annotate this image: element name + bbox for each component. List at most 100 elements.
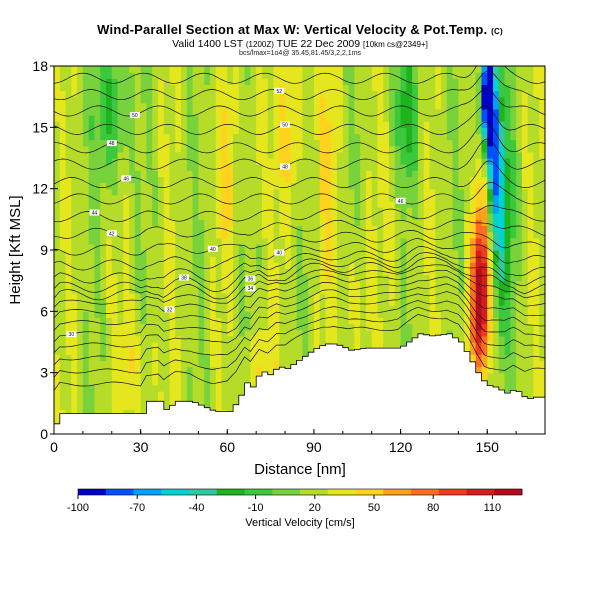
velocity-cell: [446, 225, 454, 233]
velocity-cell: [204, 397, 211, 404]
velocity-cell: [54, 403, 61, 411]
velocity-cell: [475, 213, 483, 220]
velocity-cell: [325, 90, 332, 98]
velocity-cell: [527, 360, 535, 368]
velocity-cell: [123, 127, 130, 135]
velocity-cell: [389, 78, 396, 85]
velocity-cell: [169, 213, 176, 220]
velocity-cell: [267, 139, 275, 147]
velocity-cell: [238, 84, 246, 92]
velocity-cell: [348, 194, 355, 202]
velocity-cell: [146, 194, 153, 202]
velocity-cell: [65, 280, 72, 288]
velocity-cell: [452, 274, 459, 282]
velocity-cell: [371, 72, 379, 79]
velocity-cell: [441, 323, 448, 331]
velocity-cell: [342, 176, 350, 184]
velocity-cell: [146, 243, 153, 251]
velocity-cell: [157, 274, 165, 282]
velocity-cell: [417, 96, 425, 104]
velocity-cell: [152, 219, 159, 227]
velocity-cell: [377, 121, 384, 128]
velocity-cell: [452, 127, 459, 135]
velocity-cell: [215, 256, 223, 263]
velocity-cell: [464, 225, 471, 233]
velocity-cell: [498, 384, 506, 392]
velocity-cell: [221, 366, 228, 374]
velocity-cell: [181, 96, 188, 104]
velocity-cell: [71, 127, 78, 135]
velocity-cell: [487, 108, 494, 116]
velocity-cell: [464, 256, 471, 263]
velocity-cell: [163, 329, 171, 337]
velocity-cell: [458, 323, 465, 331]
velocity-cell: [77, 299, 84, 306]
velocity-cell: [134, 286, 142, 294]
velocity-cell: [389, 115, 396, 122]
velocity-cell: [192, 323, 200, 331]
velocity-cell: [146, 292, 153, 300]
velocity-cell: [423, 237, 431, 245]
velocity-cell: [423, 145, 431, 153]
velocity-cell: [175, 188, 182, 196]
velocity-cell: [319, 250, 327, 257]
velocity-cell: [169, 329, 176, 337]
velocity-cell: [337, 176, 344, 184]
velocity-cell: [123, 268, 130, 276]
velocity-cell: [377, 151, 384, 159]
velocity-cell: [111, 329, 119, 337]
velocity-cell: [105, 243, 113, 251]
velocity-cell: [302, 207, 309, 214]
velocity-cell: [244, 133, 251, 141]
velocity-cell: [498, 102, 506, 110]
velocity-cell: [221, 115, 228, 122]
velocity-cell: [233, 170, 240, 177]
velocity-cell: [163, 292, 171, 300]
velocity-cell: [256, 225, 263, 233]
velocity-cell: [233, 262, 240, 269]
velocity-cell: [233, 133, 240, 141]
velocity-cell: [412, 170, 419, 177]
velocity-cell: [215, 286, 223, 294]
velocity-cell: [377, 292, 384, 300]
velocity-cell: [510, 164, 517, 171]
velocity-cell: [481, 194, 488, 202]
velocity-cell: [487, 317, 494, 325]
velocity-cell: [296, 133, 303, 141]
velocity-cell: [319, 243, 327, 251]
velocity-cell: [204, 280, 211, 288]
velocity-cell: [209, 213, 217, 220]
velocity-cell: [371, 188, 379, 196]
velocity-cell: [429, 219, 436, 227]
velocity-cell: [261, 268, 269, 276]
velocity-cell: [134, 262, 142, 269]
velocity-cell: [82, 378, 90, 386]
velocity-cell: [331, 133, 338, 141]
velocity-cell: [504, 378, 511, 386]
velocity-cell: [458, 286, 465, 294]
velocity-cell: [82, 115, 90, 122]
velocity-cell: [105, 372, 113, 380]
velocity-cell: [204, 145, 211, 153]
velocity-cell: [337, 219, 344, 227]
velocity-cell: [308, 164, 315, 171]
velocity-cell: [209, 403, 217, 411]
velocity-cell: [157, 317, 165, 325]
velocity-cell: [192, 145, 200, 153]
velocity-cell: [464, 102, 471, 110]
velocity-cell: [256, 194, 263, 202]
velocity-cell: [371, 268, 379, 276]
velocity-cell: [169, 176, 176, 184]
velocity-cell: [175, 256, 182, 263]
velocity-cell: [221, 231, 228, 239]
velocity-cell: [54, 342, 61, 349]
velocity-cell: [493, 139, 500, 147]
velocity-cell: [111, 360, 119, 368]
velocity-cell: [342, 158, 350, 165]
velocity-cell: [123, 219, 130, 227]
velocity-cell: [417, 66, 425, 73]
velocity-cell: [446, 182, 454, 190]
velocity-cell: [181, 397, 188, 404]
velocity-cell: [256, 121, 263, 128]
velocity-cell: [325, 299, 332, 306]
